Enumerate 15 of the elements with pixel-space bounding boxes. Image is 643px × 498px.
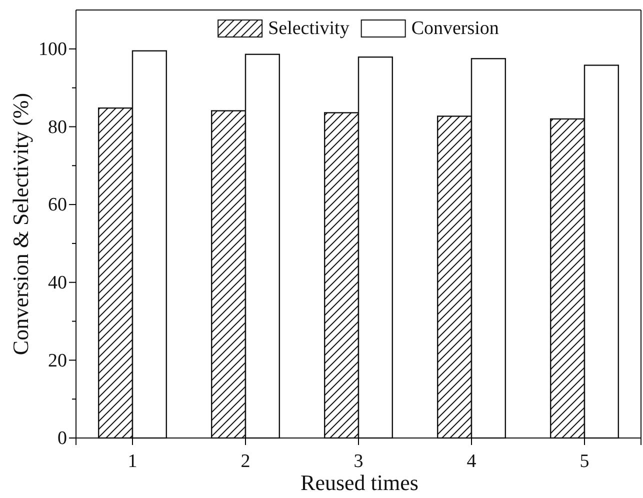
y-tick-label: 80 (48, 116, 67, 138)
x-tick-label: 3 (354, 451, 364, 472)
x-tick-label: 5 (580, 451, 590, 472)
y-tick-label: 40 (48, 272, 67, 294)
y-tick-label: 100 (38, 38, 67, 60)
legend-label: Selectivity (268, 18, 350, 39)
x-tick-label: 1 (128, 451, 138, 472)
x-axis-title: Reused times (300, 470, 418, 495)
y-tick-label: 60 (48, 194, 67, 216)
y-tick-label: 0 (58, 428, 67, 450)
x-tick-label: 4 (466, 451, 477, 472)
legend-label: Conversion (411, 18, 500, 39)
y-axis-title: Conversion & Selectivity (%) (8, 92, 33, 356)
y-tick-label: 20 (48, 350, 67, 372)
x-tick-label: 2 (240, 451, 250, 472)
